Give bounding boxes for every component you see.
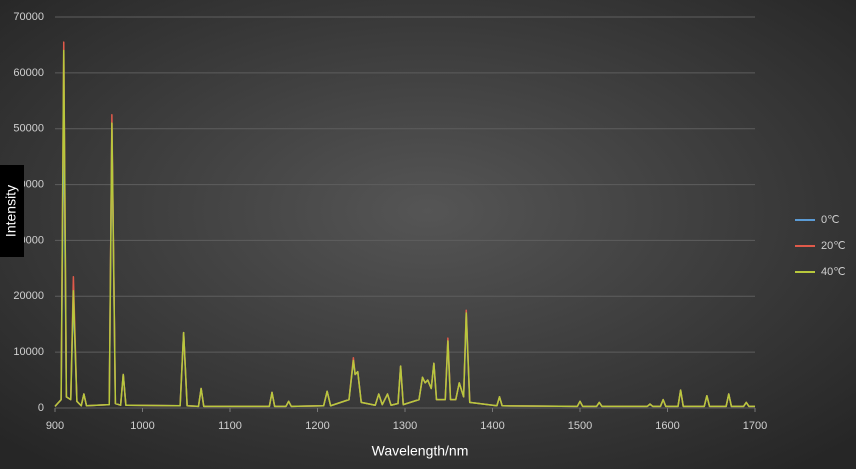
x-tick-label: 1300 bbox=[393, 420, 417, 432]
x-tick-label: 1000 bbox=[130, 420, 154, 432]
y-tick-label: 70000 bbox=[13, 11, 44, 23]
x-tick-label: 1700 bbox=[743, 420, 767, 432]
x-tick-label: 1200 bbox=[305, 420, 329, 432]
y-label-box bbox=[0, 165, 24, 257]
y-tick-label: 10000 bbox=[13, 346, 44, 358]
y-axis-label: Intensity bbox=[3, 185, 19, 237]
x-tick-label: 1500 bbox=[568, 420, 592, 432]
x-tick-label: 1400 bbox=[480, 420, 504, 432]
legend-label: 20℃ bbox=[821, 240, 846, 252]
x-tick-label: 900 bbox=[46, 420, 64, 432]
legend-label: 40℃ bbox=[821, 266, 846, 278]
y-tick-label: 20000 bbox=[13, 290, 44, 302]
y-tick-label: 60000 bbox=[13, 67, 44, 79]
y-tick-label: 50000 bbox=[13, 123, 44, 135]
y-tick-label: 0 bbox=[38, 402, 44, 414]
series-line bbox=[54, 49, 755, 408]
x-axis-label: Wavelength/nm bbox=[372, 443, 469, 459]
x-tick-label: 1600 bbox=[655, 420, 679, 432]
x-tick-label: 1100 bbox=[218, 420, 242, 432]
legend-label: 0℃ bbox=[821, 214, 839, 226]
